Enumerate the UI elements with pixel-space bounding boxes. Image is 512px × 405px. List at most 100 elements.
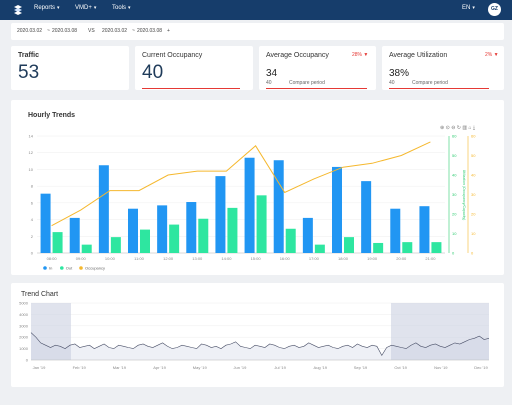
trend-x-tick-label: May '19	[193, 365, 208, 370]
right-axis-1-tick-label: 10	[452, 231, 457, 236]
right-axis-1-tick-label: 0	[452, 251, 455, 256]
trend-y-tick-label: 1000	[19, 346, 29, 351]
language-label: EN	[462, 5, 471, 11]
left-axis-tick-label: 2	[31, 234, 34, 239]
bar-in	[157, 205, 168, 253]
left-axis-tick-label: 12	[29, 150, 34, 155]
range2-start[interactable]: 2020.03.02	[102, 28, 128, 34]
hourly-trends-title: Hourly Trends	[28, 112, 76, 119]
bar-out	[110, 237, 121, 253]
trend-y-tick-label: 3000	[19, 323, 29, 328]
trend-x-tick-label: Nov '19	[434, 365, 448, 370]
chevron-down-icon: ▾	[93, 5, 97, 11]
range1-start[interactable]: 2020.03.02	[17, 28, 43, 34]
right-axis-1-tick-label: 30	[452, 192, 457, 197]
traffic-value: 53	[18, 62, 40, 83]
user-avatar[interactable]: GZ	[488, 3, 501, 16]
trend-x-tick-label: Apr '19	[153, 365, 166, 370]
bar-out	[140, 229, 150, 253]
average-occupancy-underline	[266, 88, 367, 89]
x-tick-label: 14:00	[221, 256, 232, 261]
legend-label: Occupancy	[85, 266, 105, 271]
right-axis-1-tick-label: 60	[452, 134, 457, 139]
legend-marker	[43, 266, 47, 270]
nav-menu-vmd[interactable]: VMD+ ▾	[75, 5, 96, 11]
x-tick-label: 20:00	[396, 256, 407, 261]
range1-separator: ~	[47, 28, 50, 34]
x-tick-label: 21:00	[425, 256, 436, 261]
trend-x-tick-label: Oct '19	[394, 365, 407, 370]
right-axis-2-tick-label: 0	[471, 251, 474, 256]
home-icon[interactable]: ⌂	[468, 125, 472, 131]
bar-in	[361, 181, 372, 253]
bar-out	[169, 224, 180, 253]
average-occupancy-change-value: 28%	[352, 52, 363, 58]
nav-reports-label: Reports	[34, 5, 56, 11]
zoom-out-icon[interactable]: ⊖	[451, 125, 456, 131]
trend-x-tick-label: Feb '19	[73, 365, 87, 370]
bar-in	[302, 217, 313, 253]
bar-in	[273, 160, 284, 253]
app-logo-icon[interactable]	[11, 3, 25, 17]
trend-chart-title: Trend Chart	[21, 291, 59, 298]
bar-out	[52, 232, 63, 253]
bar-in	[332, 166, 342, 253]
nav-menu-reports[interactable]: Reports ▾	[34, 5, 60, 11]
average-utilization-change: 2% ▼	[485, 52, 499, 58]
trend-line	[30, 332, 490, 356]
bar-in	[244, 157, 255, 253]
right-axis-2-tick-label: 30	[471, 192, 476, 197]
bar-out	[256, 195, 267, 253]
trend-x-tick-label: Aug '19	[314, 365, 328, 370]
right-axis-2-tick-label: 50	[471, 153, 476, 158]
bar-out	[402, 242, 413, 253]
average-occupancy-title: Average Occupancy	[266, 52, 329, 59]
x-tick-label: 16:00	[280, 256, 291, 261]
right-axis-2-tick-label: 60	[471, 134, 476, 139]
zoom-reset-icon[interactable]: ⊙	[445, 125, 450, 131]
chart-toolbox: ⊕ ⊙ ⊖ ↻ ▥ ⌂ ⤓	[440, 125, 475, 131]
current-occupancy-underline	[142, 88, 240, 89]
trend-x-tick-label: Jun '19	[234, 365, 248, 370]
trend-chart: 0 1000 2000 3000 4000 5000 Jan '19 Feb '19 Mar '…	[19, 301, 490, 370]
restore-icon[interactable]: ↻	[456, 125, 461, 131]
trend-y-tick-label: 4000	[19, 312, 29, 317]
chevron-down-icon: ▾	[57, 5, 60, 11]
trend-range-selector-left	[31, 303, 71, 360]
add-range-button[interactable]: +	[167, 28, 170, 34]
right-axis-2-tick-label: 10	[471, 231, 476, 236]
trend-x-tick-label: Sep '19	[354, 365, 368, 370]
left-axis-tick-label: 8	[31, 184, 34, 189]
range2-end[interactable]: 2020.03.08	[137, 28, 163, 34]
trend-y-tick-label: 0	[26, 358, 29, 363]
right-axis-2-tick-label: 20	[471, 212, 476, 217]
bar-in	[128, 208, 138, 253]
zoom-in-icon[interactable]: ⊕	[440, 125, 445, 131]
average-utilization-card: Average Utilization 2% ▼ 38% 40 Compare …	[382, 46, 504, 90]
bar-in	[69, 217, 80, 253]
right-axis-1-tick-label: 40	[452, 173, 457, 178]
bar-in	[419, 206, 430, 253]
bar-chart-icon[interactable]: ▥	[462, 125, 468, 131]
traffic-title: Traffic	[18, 52, 40, 59]
x-tick-label: 10:00	[105, 256, 116, 261]
nav-vmd-label: VMD+	[75, 5, 92, 11]
save-icon[interactable]: ⤓	[472, 125, 476, 131]
left-axis-tick-label: 14	[29, 134, 34, 139]
hourly-trends-chart: 0 2 4 6 8 10 12 14 0 10 20 30 40 50 60 0 10 20 30 40 50 60 Uti…	[29, 134, 477, 271]
average-occupancy-card: Average Occupancy 28% ▼ 34 40 Compare pe…	[259, 46, 376, 90]
trend-chart-panel: Trend Chart 0 1000 2000 3000 4000 5000 Jan '19…	[11, 283, 504, 387]
range2-separator: ~	[132, 28, 135, 34]
nav-menu-tools[interactable]: Tools ▾	[112, 5, 131, 11]
bar-out	[373, 242, 384, 253]
x-tick-label: 17:00	[309, 256, 320, 261]
average-occupancy-compare-value: 40	[266, 80, 272, 86]
trend-y-tick-label: 2000	[19, 335, 29, 340]
trend-y-tick-label: 5000	[19, 301, 29, 306]
range1-end[interactable]: 2020.03.08	[52, 28, 78, 34]
average-occupancy-change: 28% ▼	[352, 52, 368, 58]
bar-out	[227, 207, 238, 253]
language-selector[interactable]: EN ▾	[462, 5, 475, 11]
average-occupancy-value: 34	[266, 68, 278, 79]
current-occupancy-card: Current Occupancy 40	[135, 46, 253, 90]
